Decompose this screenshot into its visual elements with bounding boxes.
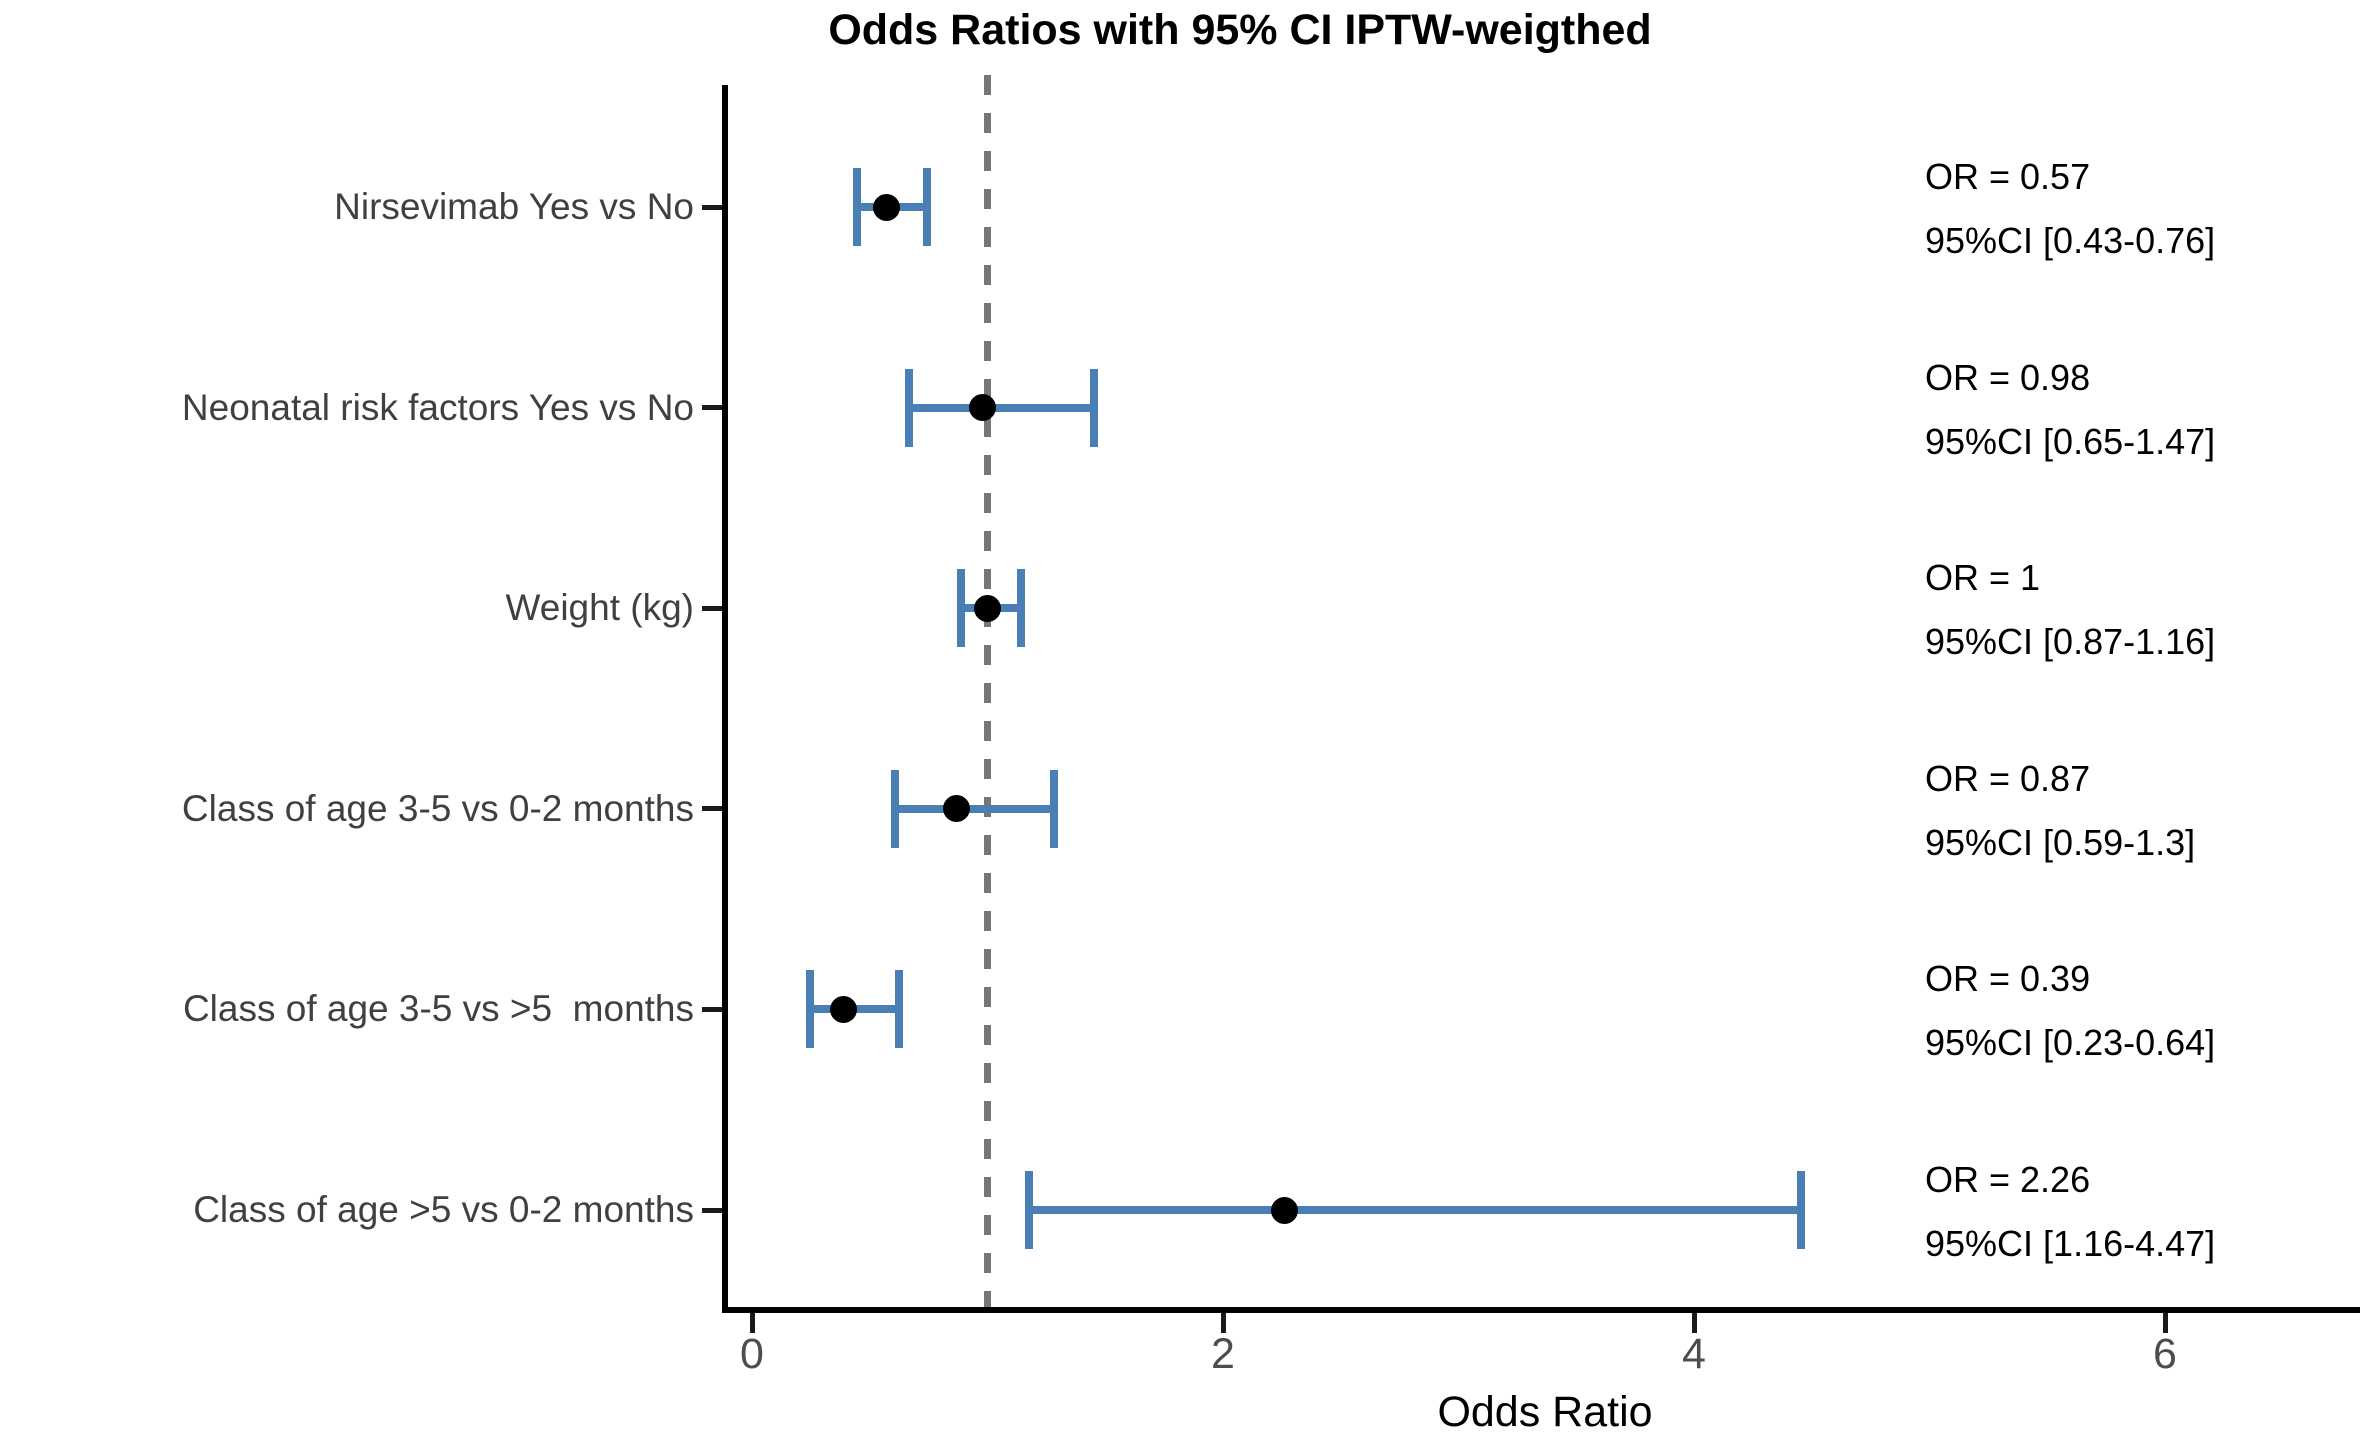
y-axis-tick	[702, 204, 722, 210]
errorbar-line	[890, 804, 1059, 813]
or-ci-annotation: OR = 0.87 95%CI [0.59-1.3]	[1925, 757, 2196, 863]
y-axis-line	[722, 85, 728, 1313]
errorbar-line	[1025, 1206, 1805, 1214]
odds-ratio-point	[830, 995, 858, 1023]
row-label: Class of age >5 vs 0-2 months	[193, 1189, 694, 1230]
x-axis-tick	[2162, 1313, 2168, 1333]
x-axis-tick-label: 0	[740, 1330, 764, 1378]
or-ci-annotation: OR = 0.57 95%CI [0.43-0.76]	[1925, 156, 2216, 261]
x-axis-title: Odds Ratio	[1437, 1388, 1653, 1436]
chart-title: Odds Ratios with 95% CI IPTW-weigthed	[828, 6, 1652, 54]
errorbar-line	[905, 403, 1099, 412]
x-axis-tick	[1691, 1313, 1697, 1333]
odds-ratio-point	[974, 594, 1001, 622]
confidence-interval-errorbar	[1025, 1171, 1805, 1249]
or-ci-annotation: OR = 1 95%CI [0.87-1.16]	[1925, 557, 2216, 663]
x-axis-tick	[749, 1313, 755, 1333]
or-ci-annotation: OR = 0.39 95%CI [0.23-0.64]	[1925, 958, 2216, 1064]
x-axis-tick	[1220, 1313, 1226, 1333]
reference-line-or1	[984, 75, 991, 1307]
y-axis-tick	[702, 1207, 722, 1213]
y-axis-tick	[702, 806, 722, 812]
row-label: Neonatal risk factors Yes vs No	[181, 386, 694, 428]
confidence-interval-errorbar	[905, 368, 1099, 447]
confidence-interval-errorbar	[890, 769, 1059, 848]
or-ci-annotation: OR = 2.26 95%CI [1.16-4.47]	[1925, 1159, 2216, 1264]
odds-ratio-point	[1270, 1196, 1298, 1224]
x-axis-line	[722, 1307, 2360, 1313]
odds-ratio-point	[969, 394, 997, 422]
x-axis-tick-label: 2	[1211, 1330, 1235, 1378]
row-label: Nirsevimab Yes vs No	[334, 186, 694, 227]
or-ci-annotation: OR = 0.98 95%CI [0.65-1.47]	[1925, 356, 2216, 462]
y-axis-tick	[702, 605, 722, 611]
row-label: Weight (kg)	[505, 587, 695, 629]
row-label: Class of age 3-5 vs 0-2 months	[181, 787, 694, 829]
x-axis-tick-label: 4	[1682, 1330, 1706, 1378]
row-label: Class of age 3-5 vs >5 months	[182, 988, 694, 1030]
odds-ratio-point	[943, 795, 971, 823]
y-axis-tick	[702, 405, 722, 411]
x-axis-tick-label: 6	[2153, 1330, 2177, 1378]
y-axis-tick	[702, 1006, 722, 1012]
odds-ratio-point	[872, 193, 900, 221]
